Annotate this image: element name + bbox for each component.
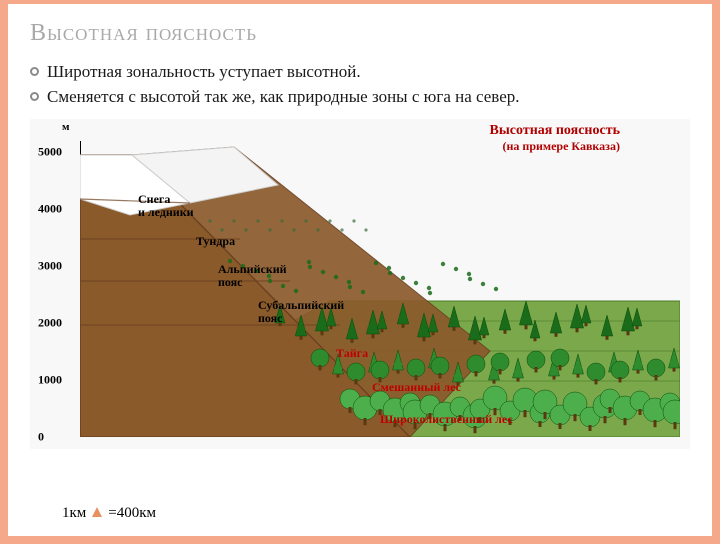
slide-container: Высотная поясность Широтная зональность … xyxy=(8,4,712,536)
y-tick: 0 xyxy=(38,429,44,444)
footnote: 1км =400км xyxy=(62,505,156,522)
arrow-up-icon xyxy=(92,507,102,517)
bullet-text: Сменяется с высотой так же, как природны… xyxy=(47,86,520,109)
zone-label: Альпийский пояс xyxy=(218,263,287,289)
zone-label: Смешанный лес xyxy=(372,381,461,394)
zone-label: Тундра xyxy=(196,235,235,248)
y-tick: 3000 xyxy=(38,259,62,274)
chart-area: Снега и ледники Тундра Альпийский пояс Суба… xyxy=(80,141,680,437)
bullet-item: Широтная зональность уступает высотной. xyxy=(30,61,690,84)
zone-label: Снега и ледники xyxy=(138,193,194,219)
y-tick: 4000 xyxy=(38,202,62,217)
zone-label: Широколиственный лес xyxy=(380,413,513,426)
footnote-left: 1км xyxy=(62,505,86,522)
altitude-diagram: м Высотная поясность (на примере Кавказа… xyxy=(30,119,690,449)
bullet-icon xyxy=(30,92,39,101)
y-axis-unit: м xyxy=(62,121,70,133)
zone-label: Субальпийский пояс xyxy=(258,299,344,325)
zone-label: Тайга xyxy=(336,347,368,360)
y-tick: 5000 xyxy=(38,145,62,160)
bullet-text: Широтная зональность уступает высотной. xyxy=(47,61,361,84)
bullet-item: Сменяется с высотой так же, как природны… xyxy=(30,86,690,109)
footnote-right: =400км xyxy=(108,505,156,522)
y-tick: 1000 xyxy=(38,372,62,387)
slide-title: Высотная поясность xyxy=(30,20,690,47)
y-tick: 2000 xyxy=(38,316,62,331)
bullet-list: Широтная зональность уступает высотной. … xyxy=(30,61,690,109)
bullet-icon xyxy=(30,67,39,76)
